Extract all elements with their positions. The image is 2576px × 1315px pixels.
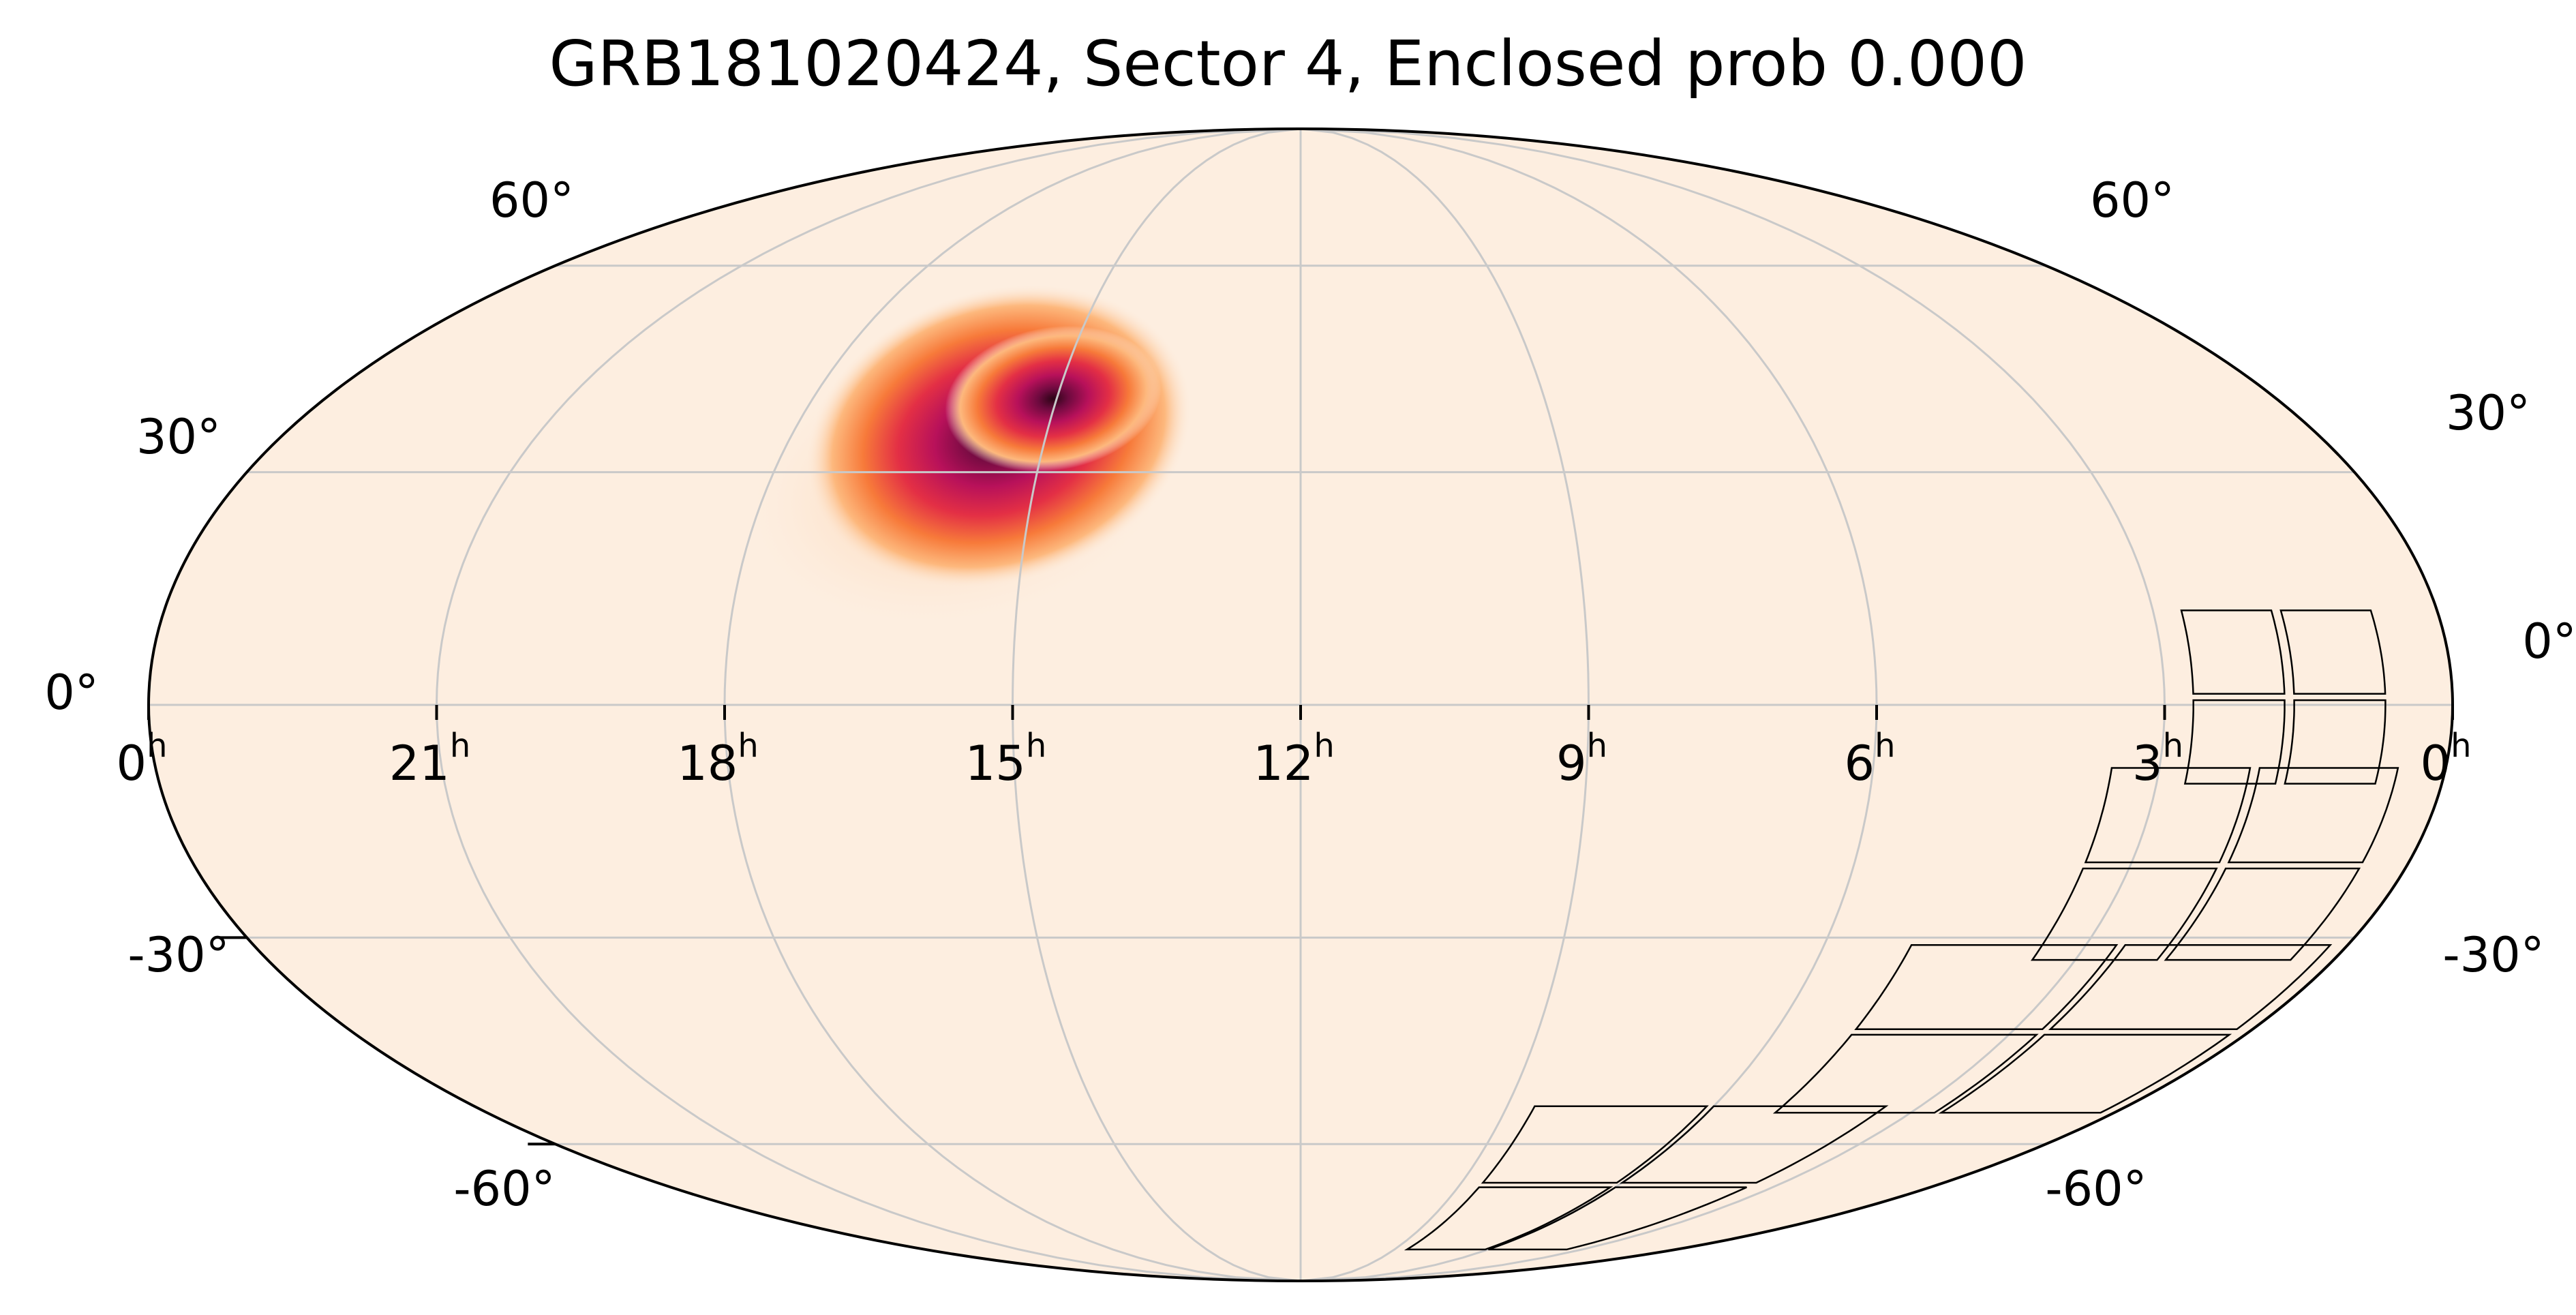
probability-blob xyxy=(739,284,1192,632)
dec-tick-label-right: -30° xyxy=(2442,927,2544,983)
dec-tick-label-right: 60° xyxy=(2090,172,2175,228)
ccd-outline xyxy=(2183,699,2286,785)
dec-tick-label-left: -30° xyxy=(127,927,229,983)
ccd-outline xyxy=(1938,1033,2232,1114)
graticule xyxy=(149,127,2453,1282)
ccd-outline xyxy=(2279,609,2386,695)
ccd-outline xyxy=(2284,699,2386,785)
chart-title: GRB181020424, Sector 4, Enclosed prob 0.… xyxy=(549,27,2027,100)
ccd-outline xyxy=(1772,1033,2039,1114)
dec-tick-label-left: 30° xyxy=(136,409,221,465)
ccd-outline xyxy=(2031,867,2218,961)
ccd-outline xyxy=(2048,944,2333,1030)
ccd-outline xyxy=(2084,767,2252,864)
dec-tick-label-right: -60° xyxy=(2045,1161,2147,1217)
dec-tick-label-left: 0° xyxy=(44,665,99,721)
ccd-outline xyxy=(1481,1105,1709,1184)
dec-tick-label-right: 30° xyxy=(2446,385,2530,441)
dec-tick-label-left: 60° xyxy=(489,172,574,228)
ccd-outline xyxy=(2164,867,2361,961)
dec-tick-label-right: 0° xyxy=(2522,614,2576,669)
sky-boundary xyxy=(147,127,2454,1282)
ccd-outline xyxy=(2180,609,2286,695)
ccd-outline xyxy=(1619,1105,1889,1184)
ccd-outline xyxy=(2227,767,2399,864)
sector-footprint xyxy=(1404,609,2399,1251)
ccd-outline xyxy=(1404,1186,1613,1251)
ccd-outline xyxy=(1487,1186,1747,1251)
dec-tick-label-left: -60° xyxy=(453,1161,555,1217)
ccd-outline xyxy=(1854,944,2119,1030)
ra-tick-label: 0h xyxy=(2421,727,2472,791)
